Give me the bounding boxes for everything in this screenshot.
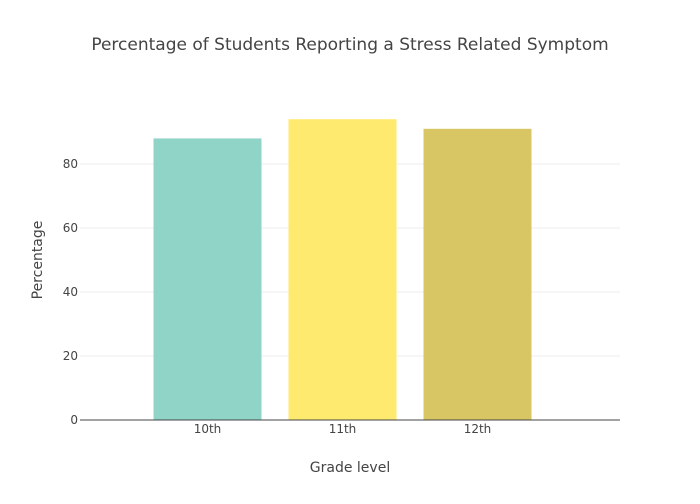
y-tick-label: 0	[70, 413, 78, 427]
y-tick-label: 60	[63, 221, 78, 235]
y-tick-label: 20	[63, 349, 78, 363]
y-tick-label: 40	[63, 285, 78, 299]
x-axis-title: Grade level	[310, 460, 390, 476]
x-tick-label: 11th	[329, 422, 357, 436]
y-axis-ticks: 0 20 40 60 80	[63, 157, 78, 427]
x-axis-ticks: 10th 11th 12th	[194, 422, 492, 436]
y-axis-title: Percentage	[30, 221, 46, 300]
bars	[153, 119, 532, 421]
chart-title: Percentage of Students Reporting a Stres…	[91, 35, 608, 55]
y-tick-label: 80	[63, 157, 78, 171]
bar-10th[interactable]	[153, 138, 262, 420]
x-tick-label: 10th	[194, 422, 222, 436]
x-tick-label: 12th	[464, 422, 492, 436]
bar-12th[interactable]	[423, 128, 532, 421]
bar-11th[interactable]	[288, 119, 397, 420]
